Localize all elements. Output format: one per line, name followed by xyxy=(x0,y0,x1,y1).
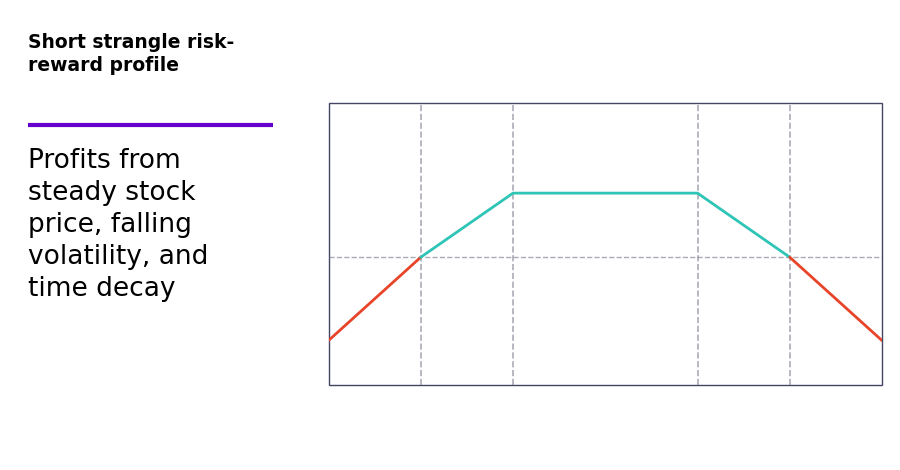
Text: Call
strike: Call strike xyxy=(679,65,716,95)
Text: Profits from
steady stock
price, falling
volatility, and
time decay: Profits from steady stock price, falling… xyxy=(28,148,208,302)
Text: Put
strike: Put strike xyxy=(494,65,532,95)
Text: Profit
Loss: Profit Loss xyxy=(841,222,878,252)
Text: Short strangle risk-
reward profile: Short strangle risk- reward profile xyxy=(28,33,234,75)
Text: Current
stock price: Current stock price xyxy=(567,273,644,345)
Text: Break-
even: Break- even xyxy=(767,65,813,95)
Text: Stock price: Stock price xyxy=(559,416,652,434)
Text: Profit
Loss: Profit Loss xyxy=(333,222,370,252)
Bar xyxy=(328,103,882,385)
Text: Break-
even: Break- even xyxy=(398,65,444,95)
